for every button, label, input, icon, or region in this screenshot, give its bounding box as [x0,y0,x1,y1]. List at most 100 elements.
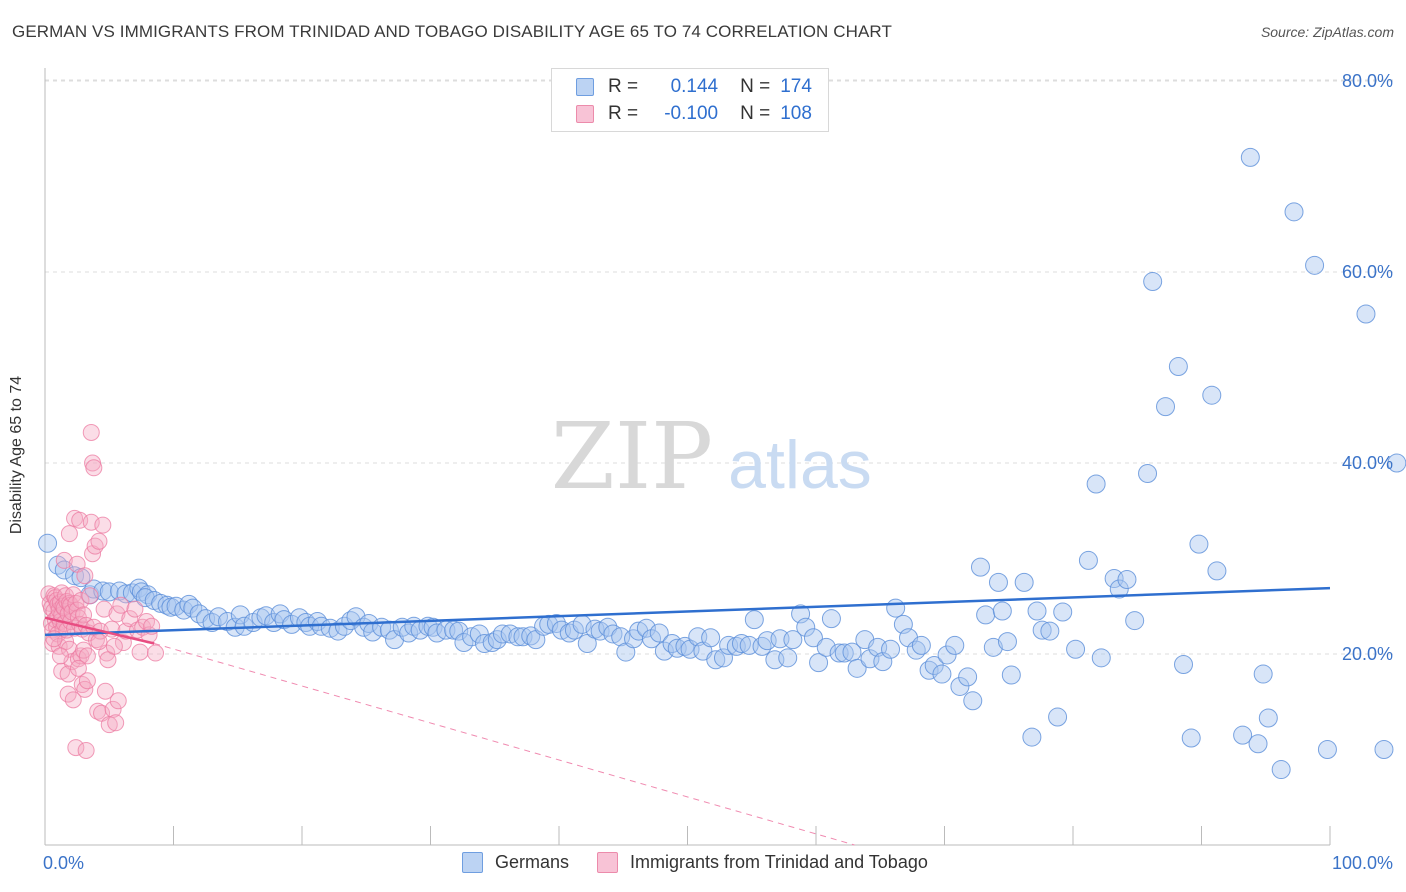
data-point-germans [932,664,952,684]
y-tick-label: 80.0% [1342,71,1393,91]
data-point-germans [1305,255,1325,275]
data-point-germans [116,584,136,604]
data-point-trinidad [78,672,96,690]
trend-line-trinidad-extension [154,643,855,846]
data-point-germans [976,605,996,625]
legend-r-value-germans: 0.144 [670,76,719,97]
data-point-trinidad [105,637,123,655]
data-point-germans [803,628,823,648]
data-point-germans [1048,707,1068,727]
chart-title: GERMAN VS IMMIGRANTS FROM TRINIDAD AND T… [12,22,892,41]
data-point-germans [997,632,1017,652]
legend-swatch-trinidad [597,852,619,873]
series-trinidad-points [40,423,165,759]
data-point-trinidad [72,592,90,610]
data-point-germans [256,606,276,626]
trend-line-germans [44,586,1331,637]
data-point-germans [65,566,85,586]
watermark-atlas: atlas [728,427,872,503]
data-point-germans [963,691,983,711]
data-point-germans [1086,474,1106,494]
data-point-germans [454,633,474,653]
data-point-germans [423,617,443,637]
legend-row-germans: R = 0.144 N = 174 [576,75,812,99]
data-point-trinidad [94,516,112,534]
data-point-germans [881,639,901,659]
data-point-germans [513,627,533,647]
data-point-germans [208,607,228,627]
data-point-germans [1258,708,1278,728]
legend-item-trinidad[interactable]: Immigrants from Trinidad and Tobago [597,852,928,873]
data-point-germans [399,623,419,643]
data-point-germans [649,623,669,643]
data-point-germans [988,572,1008,592]
legend-r-value-trinidad: -0.100 [664,103,719,124]
data-point-germans [1138,464,1158,484]
data-point-germans [796,617,816,637]
legend-item-germans[interactable]: Germans [462,852,569,873]
data-point-germans [1032,620,1052,640]
legend-n-value-germans: 174 [780,76,812,97]
legend-row-trinidad: R = -0.100 N = 108 [576,102,812,126]
data-point-trinidad [87,631,105,649]
data-point-trinidad [51,647,69,665]
data-point-germans [1233,725,1253,745]
legend-swatch-pink [576,105,594,123]
y-axis-label: Disability Age 65 to 74 [8,375,25,535]
legend-r-label: R = [608,103,639,124]
data-point-trinidad [90,532,108,550]
legend-n-value-trinidad: 108 [780,103,812,124]
data-point-germans [1181,728,1201,748]
data-point-germans [1189,534,1209,554]
trend-line-trinidad [44,616,155,645]
data-point-germans [1078,550,1098,570]
data-point-trinidad [95,600,113,618]
data-point-germans [731,633,751,653]
data-point-germans [1117,570,1137,590]
data-point-germans [821,609,841,629]
data-point-trinidad [108,605,126,623]
legend-n-label: N = [740,103,771,124]
data-point-germans [38,533,58,553]
data-point-germans [1143,272,1163,292]
data-point-germans [1014,572,1034,592]
x-tick-label-min: 0.0% [43,853,84,873]
legend-label-germans: Germans [495,852,570,872]
data-point-germans [744,610,764,630]
data-point-trinidad [64,691,82,709]
data-point-trinidad [60,525,78,543]
data-point-germans [1091,648,1111,668]
data-point-germans [970,557,990,577]
trend-lines [44,586,1331,846]
data-point-germans [1202,385,1222,405]
data-point-trinidad [138,613,156,631]
y-tick-label: 60.0% [1342,262,1393,282]
x-tick-label-max: 100.0% [1332,853,1393,873]
data-point-germans [1284,202,1304,222]
data-point-trinidad [76,567,94,585]
data-point-germans [983,637,1003,657]
data-point-trinidad [90,633,108,651]
data-point-trinidad [69,659,87,677]
data-point-germans [937,645,957,665]
data-point-germans [654,641,674,661]
data-point-germans [752,636,772,656]
data-point-trinidad [77,741,95,759]
data-point-germans [1125,611,1145,631]
data-point-germans [950,676,970,696]
data-point-germans [449,621,469,641]
data-point-germans [911,635,931,655]
data-point-germans [603,624,623,644]
data-point-trinidad [85,459,103,477]
data-point-germans [500,624,520,644]
y-tick-label: 20.0% [1342,644,1393,664]
data-point-germans [564,620,584,640]
data-point-germans [816,637,836,657]
data-point-trinidad [131,643,149,661]
data-point-trinidad [109,692,127,710]
data-point-trinidad [147,644,165,662]
data-point-germans [958,667,978,687]
data-point-germans [1317,740,1337,759]
data-point-germans [1248,734,1268,754]
data-point-germans [1109,579,1129,599]
